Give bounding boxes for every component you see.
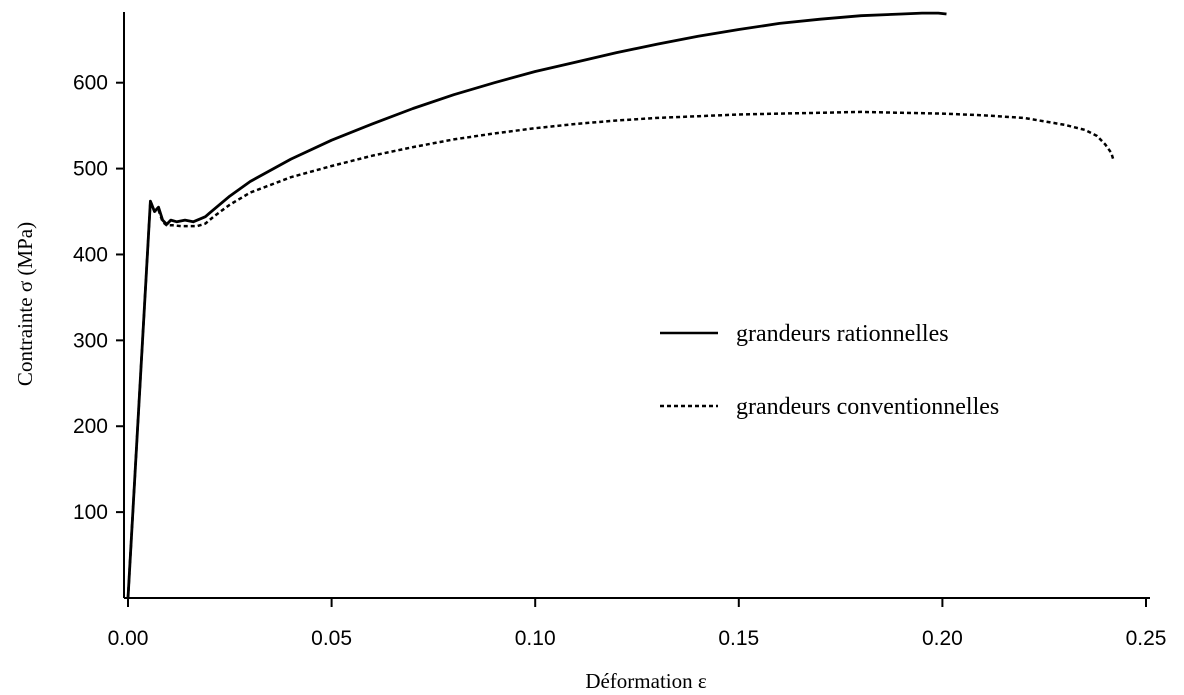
- legend-label-conventionnelles: grandeurs conventionnelles: [736, 394, 999, 420]
- y-tick-label: 500: [73, 158, 108, 181]
- x-tick-label: 0.00: [108, 627, 149, 650]
- legend: grandeurs rationnelles grandeurs convent…: [660, 321, 999, 420]
- y-ticks: 100 200 300 400 500 600: [73, 72, 124, 524]
- legend-label-rationnelles: grandeurs rationnelles: [736, 321, 949, 347]
- y-tick-label: 400: [73, 243, 108, 266]
- x-axis-title: Déformation ε: [585, 669, 707, 693]
- axes: [123, 12, 1150, 599]
- y-axis-title: Contrainte σ (MPa): [13, 222, 37, 386]
- x-tick-label: 0.15: [718, 627, 759, 650]
- y-tick-label: 200: [73, 415, 108, 438]
- x-tick-label: 0.20: [922, 627, 963, 650]
- x-ticks: 0.00 0.05 0.10 0.15 0.20 0.25: [108, 598, 1167, 650]
- y-tick-label: 300: [73, 329, 108, 352]
- y-tick-label: 100: [73, 501, 108, 524]
- x-tick-label: 0.10: [515, 627, 556, 650]
- x-tick-label: 0.25: [1126, 627, 1167, 650]
- y-tick-label: 600: [73, 72, 108, 95]
- series-layer: [126, 11, 1115, 599]
- series-line-conventionnelles: [126, 110, 1115, 599]
- series-line-rationnelles: [126, 11, 947, 599]
- x-tick-label: 0.05: [311, 627, 352, 650]
